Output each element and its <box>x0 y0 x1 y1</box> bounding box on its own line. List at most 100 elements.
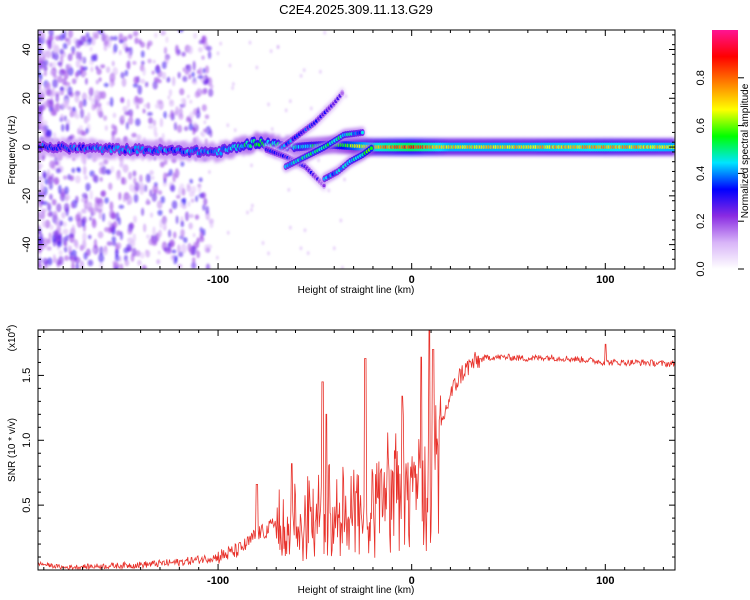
noise-speckle <box>142 265 146 269</box>
noise-speckle <box>71 78 77 85</box>
noise-speckle <box>124 47 131 52</box>
noise-speckle <box>166 172 170 177</box>
noise-speckle <box>101 165 107 175</box>
noise-speckle <box>66 64 71 71</box>
noise-speckle <box>191 261 197 269</box>
noise-speckle <box>61 211 66 219</box>
noise-speckle <box>43 71 48 77</box>
noise-speckle <box>58 184 62 195</box>
noise-speckle <box>82 165 87 176</box>
noise-speckle <box>160 30 166 36</box>
noise-speckle <box>94 196 99 203</box>
noise-speckle <box>89 189 94 200</box>
noise-speckle <box>139 78 146 84</box>
noise-speckle <box>132 170 137 177</box>
colorbar-tick-label: 0.0 <box>695 261 707 276</box>
noise-speckle <box>175 106 180 115</box>
noise-speckle <box>38 30 41 38</box>
noise-speckle <box>112 112 117 118</box>
noise-speckle <box>208 88 214 97</box>
noise-speckle <box>127 49 133 60</box>
noise-speckle <box>205 45 212 51</box>
noise-speckle <box>74 213 81 222</box>
noise-speckle <box>196 250 201 259</box>
noise-speckle <box>84 77 88 85</box>
noise-speckle <box>59 86 65 91</box>
noise-speckle <box>133 76 139 84</box>
noise-speckle <box>226 230 230 235</box>
noise-speckle <box>188 73 192 80</box>
noise-speckle <box>288 99 292 104</box>
noise-speckle <box>157 190 163 195</box>
noise-speckle <box>55 168 61 174</box>
noise-speckle <box>158 229 162 238</box>
noise-speckle <box>87 111 91 122</box>
noise-speckle <box>104 34 110 45</box>
noise-speckle <box>142 108 146 114</box>
ridge-core <box>340 91 344 95</box>
noise-speckle <box>130 253 135 262</box>
snr-scale-base: (x10 <box>7 331 18 351</box>
noise-speckle <box>159 117 164 128</box>
colorbar-label: Normalized spectral amplitude <box>740 83 750 218</box>
noise-speckle <box>204 114 210 120</box>
noise-speckle <box>134 118 141 127</box>
spectrogram-ytick-label: 20 <box>21 92 33 104</box>
noise-speckle <box>64 84 68 92</box>
noise-speckle <box>47 178 52 186</box>
noise-speckle <box>94 89 100 100</box>
noise-speckle <box>192 121 197 127</box>
noise-speckle <box>48 232 52 239</box>
noise-speckle <box>122 105 128 112</box>
ridge-main-carrier <box>38 131 675 164</box>
noise-speckle <box>190 245 197 256</box>
noise-speckle <box>65 123 70 132</box>
noise-speckle <box>100 190 106 197</box>
noise-speckle <box>83 175 89 180</box>
noise-speckle <box>57 61 62 66</box>
noise-speckle <box>74 71 79 78</box>
noise-speckle <box>55 161 59 166</box>
noise-speckle <box>177 71 181 79</box>
noise-speckle <box>55 93 60 103</box>
noise-speckle <box>156 259 161 265</box>
noise-speckle <box>151 175 155 180</box>
noise-speckle <box>111 236 117 243</box>
noise-speckle <box>38 236 41 245</box>
noise-speckle <box>178 113 184 120</box>
noise-speckle <box>98 77 102 82</box>
snr-ytick-label: 0.5 <box>21 497 33 512</box>
noise-speckle <box>173 231 177 239</box>
noise-speckle <box>157 209 163 216</box>
noise-speckle <box>178 251 184 258</box>
noise-speckle <box>71 224 76 235</box>
noise-speckle <box>248 40 252 45</box>
noise-speckle <box>187 45 194 55</box>
noise-speckle <box>231 82 235 87</box>
noise-speckle <box>69 233 75 243</box>
noise-speckle <box>201 88 208 95</box>
noise-speckle <box>127 33 133 40</box>
noise-speckle <box>163 111 167 119</box>
noise-speckle <box>41 220 46 228</box>
noise-speckle <box>76 167 81 173</box>
noise-speckle <box>170 254 176 261</box>
noise-speckle <box>203 198 208 206</box>
noise-speckle <box>63 71 69 80</box>
spectrogram-ytick-label: 0 <box>21 144 33 150</box>
noise-speckle <box>125 121 129 130</box>
noise-speckle <box>111 212 116 220</box>
noise-speckle <box>71 51 75 56</box>
noise-speckle <box>192 233 196 238</box>
noise-speckle <box>276 45 280 50</box>
noise-speckle <box>160 196 166 204</box>
noise-speckle <box>317 158 320 163</box>
noise-speckle <box>152 226 156 236</box>
noise-speckle <box>109 97 114 107</box>
noise-speckle <box>42 237 49 248</box>
noise-speckle <box>147 111 153 117</box>
noise-speckle <box>101 212 106 222</box>
noise-speckle <box>132 233 137 242</box>
ridge-core <box>360 130 365 135</box>
noise-speckle <box>168 89 173 97</box>
